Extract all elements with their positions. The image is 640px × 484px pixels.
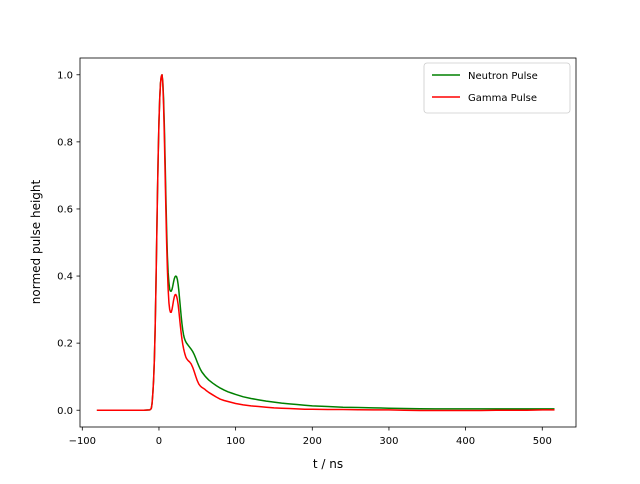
y-tick-label: 1.0 [57,70,73,81]
x-tick-label: 100 [226,436,245,447]
y-axis-label: normed pulse height [29,179,43,304]
legend: Neutron Pulse Gamma Pulse [423,62,571,114]
x-axis-label: t / ns [313,457,343,471]
x-tick-label: −100 [69,436,96,447]
legend-label: Neutron Pulse [468,71,538,82]
x-tick-label: 200 [303,436,322,447]
y-axis-ticks: 0.0 0.2 0.4 0.6 0.8 1.0 [57,70,80,417]
legend-label: Gamma Pulse [468,93,537,104]
plot-frame [79,57,577,428]
series-line-gamma-pulse [96,74,555,412]
y-tick-label: 0.4 [57,272,73,283]
plot-lines [96,74,555,412]
legend-box [423,62,571,114]
x-tick-label: 400 [456,436,475,447]
x-axis-ticks: −100 0 100 200 300 400 500 [69,427,552,447]
x-tick-label: 500 [533,436,552,447]
y-tick-label: 0.2 [57,339,73,350]
y-tick-label: 0.8 [57,137,73,148]
y-tick-label: 0.6 [57,205,73,216]
x-tick-label: 0 [156,436,162,447]
x-tick-label: 300 [379,436,398,447]
y-tick-label: 0.0 [57,406,73,417]
axes-frame [79,57,577,428]
